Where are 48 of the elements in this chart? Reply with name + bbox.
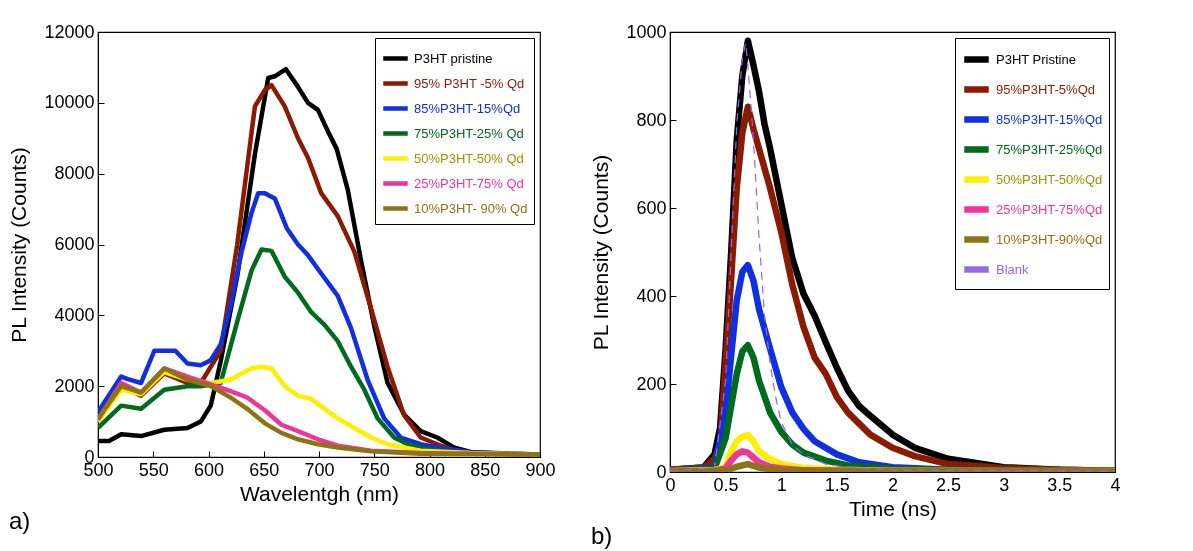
- legend-label: 85%P3HT-15%Qd: [996, 111, 1103, 127]
- legend-label: 85%P3HT-15%Qd: [414, 100, 521, 116]
- y-tick-label: 1000: [626, 21, 667, 42]
- x-tick-label: 2: [887, 474, 899, 495]
- legend-label: 75%P3HT-25% Qd: [414, 125, 524, 141]
- y-axis-title: PL Intensity (Counts): [7, 147, 31, 343]
- legend-label: P3HT Pristine: [996, 51, 1076, 67]
- legend-label: 10%P3HT-90%Qd: [996, 231, 1103, 247]
- y-tick-label: 10000: [44, 92, 95, 113]
- y-tick-label: 6000: [54, 234, 95, 254]
- y-tick-label: 4000: [54, 304, 95, 325]
- legend-label: 25%P3HT-75%Qd: [996, 201, 1103, 217]
- x-tick-label: 600: [193, 459, 225, 480]
- x-tick-label: 4: [1110, 474, 1121, 495]
- y-tick-label: 200: [636, 373, 667, 394]
- text: b): [590, 522, 613, 549]
- y-tick-label: 400: [636, 285, 667, 306]
- legend-label: 95% P3HT -5% Qd: [414, 75, 525, 91]
- x-tick-label: 850: [470, 459, 501, 480]
- x-tick-label: 650: [249, 459, 280, 480]
- x-tick-label: 3.5: [1047, 474, 1073, 495]
- y-tick-label: 12000: [44, 21, 95, 42]
- legend-label: Blank: [996, 261, 1030, 277]
- x-axis-title: Time (ns): [849, 496, 937, 520]
- x-axis-title: Wavelentgh (nm): [239, 481, 400, 505]
- x-tick-label: 2.5: [936, 474, 962, 495]
- y-tick-label: 600: [636, 197, 667, 218]
- legend-label: P3HT pristine: [414, 50, 493, 66]
- x-tick-label: 750: [359, 459, 390, 480]
- x-tick-label: 550: [138, 459, 169, 480]
- x-tick-label: 0.5: [713, 474, 739, 495]
- legend-label: 10%P3HT- 90% Qd: [414, 200, 528, 216]
- legend-label: 75%P3HT-25%Qd: [996, 141, 1103, 157]
- x-tick-label: 700: [304, 459, 335, 480]
- y-axis-title: PL Intensity (Counts): [589, 154, 613, 351]
- legend-label: 50%P3HT-50%Qd: [996, 171, 1103, 187]
- x-tick-label: 1: [776, 474, 787, 495]
- y-tick-label: 800: [636, 109, 667, 130]
- legend-label: 95%P3HT-5%Qd: [996, 81, 1095, 97]
- y-tick-label: 8000: [54, 163, 95, 184]
- x-tick-label: 900: [525, 459, 556, 480]
- y-tick-label: 2000: [54, 375, 95, 396]
- x-tick-label: 1.5: [824, 474, 850, 495]
- legend-label: 25%P3HT-75% Qd: [414, 175, 524, 191]
- x-tick-label: 3: [999, 474, 1010, 495]
- x-tick-label: 800: [414, 459, 446, 480]
- legend-label: 50%P3HT-50% Qd: [414, 150, 524, 166]
- text: a): [8, 507, 31, 534]
